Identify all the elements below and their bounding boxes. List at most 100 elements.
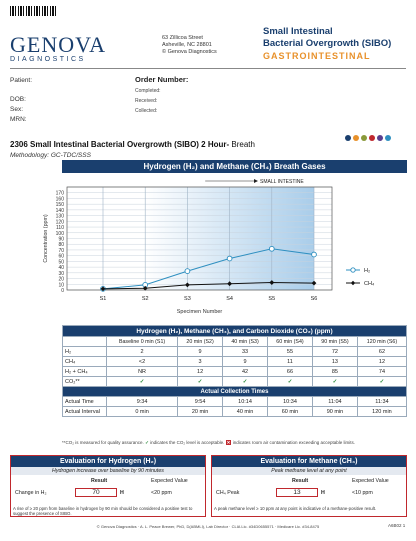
table-row: Actual Time 9:34 9:54 10:14 10:34 11:04 … xyxy=(62,396,408,407)
col-header: 20 min (S2) xyxy=(177,336,224,347)
y-tick-label: 0 xyxy=(61,288,64,294)
y-tick-label: 170 xyxy=(56,191,65,197)
table-row: H₂ + CH₄ NR 12 42 66 85 74 xyxy=(62,366,408,377)
table-cell: <2 xyxy=(105,356,179,367)
legend-label: H₂ xyxy=(364,268,370,274)
table-row: Actual Interval 0 min 20 min 40 min 60 m… xyxy=(62,406,408,417)
col-header: 90 min (S5) xyxy=(311,336,358,347)
check-icon: ✓ xyxy=(267,376,313,387)
breath-gas-chart: 0102030405060708090100110120130140150160… xyxy=(43,179,375,315)
address-line: Asheville, NC 28801 xyxy=(162,42,212,48)
dob-label: DOB: xyxy=(10,96,26,103)
legend-marker xyxy=(350,280,356,286)
table-cell: 33 xyxy=(222,346,269,357)
legend-label: CH₄ xyxy=(364,281,375,287)
data-point xyxy=(184,268,191,274)
patient-label: Patient: xyxy=(10,77,33,84)
h2-expected-value: <20 ppm xyxy=(151,490,172,496)
received-label: Received: xyxy=(135,98,158,104)
eval-hydrogen-title: Evaluation for Hydrogen (H₂) xyxy=(11,456,205,467)
data-point xyxy=(311,251,317,258)
x-tick-label: S6 xyxy=(311,296,318,302)
row-label: H₂ + CH₄ xyxy=(62,366,107,377)
table-cell: 9 xyxy=(222,356,269,367)
table-cell: 62 xyxy=(356,346,408,357)
y-tick-label: 160 xyxy=(56,196,65,202)
row-label: CO₂** xyxy=(62,376,107,387)
table-cell: 90 min xyxy=(311,406,358,417)
chart-header: Hydrogen (H₂) and Methane (CH₄) Breath G… xyxy=(62,160,407,173)
test-title-line2: Bacterial Overgrowth (SIBO) xyxy=(263,38,392,49)
table-cell: 55 xyxy=(267,346,313,357)
gas-results-table: Hydrogen (H₂), Methane (CH₄), and Carbon… xyxy=(62,325,408,417)
table-cell: 9:54 xyxy=(177,396,224,407)
data-point xyxy=(311,280,317,286)
brand-dot xyxy=(353,135,359,141)
check-icon: ✓ xyxy=(145,440,149,445)
gas-table-title: Hydrogen (H₂), Methane (CH₄), and Carbon… xyxy=(62,325,407,337)
col-header: Baseline 0 min (S1) xyxy=(105,336,179,347)
y-axis-label: Concentration (ppm) xyxy=(43,214,49,263)
footnote-acceptable: indicates the CO₂ level is acceptable. xyxy=(150,440,225,445)
table-cell: 10:14 xyxy=(222,396,269,407)
plot-frame xyxy=(66,186,333,291)
collected-label: Collected: xyxy=(135,108,158,114)
y-tick-label: 80 xyxy=(58,242,64,248)
y-tick-label: 30 xyxy=(58,271,64,277)
report-title-specimen: Breath xyxy=(229,140,255,149)
logo-subtitle: DIAGNOSTICS xyxy=(10,56,86,63)
data-point xyxy=(227,281,232,287)
y-tick-label: 70 xyxy=(58,248,64,254)
table-cell: 2 xyxy=(105,346,179,357)
table-cell: 11:34 xyxy=(356,396,408,407)
table-row: CH₄ <2 3 9 11 13 12 xyxy=(62,356,408,367)
eval-methane-subtitle: Peak methane level at any point xyxy=(212,467,406,475)
expected-header: Expected Value xyxy=(151,478,188,484)
eval-hydrogen-box: Evaluation for Hydrogen (H₂) Hydrogen in… xyxy=(10,455,206,517)
row-label: H₂ xyxy=(62,346,107,357)
barcode xyxy=(10,6,58,16)
table-footnote: **CO₂ is measured for quality assurance.… xyxy=(62,440,407,446)
row-label: Actual Time xyxy=(62,396,107,407)
check-icon: ✓ xyxy=(356,376,408,387)
expected-header: Expected Value xyxy=(352,478,389,484)
page-code: A6B02 1 xyxy=(388,523,406,528)
brand-dot xyxy=(369,135,375,141)
h2-flag: H xyxy=(120,490,124,496)
table-row: H₂ 2 9 33 55 72 62 xyxy=(62,346,408,357)
footnote-co2: **CO₂ is measured for quality assurance. xyxy=(62,440,144,445)
corner-cell xyxy=(62,336,107,347)
eval-hydrogen-subtitle: Hydrogen increase over baseline by 90 mi… xyxy=(11,467,205,475)
h2-result-box: 70 xyxy=(75,488,117,497)
table-cell: 0 min xyxy=(105,406,179,417)
table-row: CO₂** ✓ ✓ ✓ ✓ ✓ ✓ xyxy=(62,376,408,387)
brand-dot xyxy=(385,135,391,141)
table-cell: 9:34 xyxy=(105,396,179,407)
collection-times-header: Actual Collection Times xyxy=(62,386,407,397)
address-line: 63 Zillicoa Street xyxy=(162,35,203,41)
ch4-result-value: 13 xyxy=(293,489,301,496)
methodology: Methodology: GC-TDC/SSS xyxy=(10,152,91,159)
table-cell: 74 xyxy=(356,366,408,377)
x-axis-label: Specimen Number xyxy=(177,309,223,315)
x-tick-label: S1 xyxy=(100,296,107,302)
footnote-contamination: indicates room air contamination exceedi… xyxy=(232,440,356,445)
eval-methane-box: Evaluation for Methane (CH₄) Peak methan… xyxy=(211,455,407,517)
table-cell: 3 xyxy=(177,356,224,367)
data-point xyxy=(268,245,275,252)
data-point xyxy=(226,255,233,262)
table-cell: 72 xyxy=(311,346,358,357)
test-title-line1: Small Intestinal xyxy=(263,26,333,37)
logo-wordmark: GENOVA xyxy=(10,32,107,57)
y-tick-label: 120 xyxy=(56,219,65,225)
test-category: GASTROINTESTINAL xyxy=(263,51,371,61)
table-cell: 11 xyxy=(267,356,313,367)
table-cell: 42 xyxy=(222,366,269,377)
check-icon: ✓ xyxy=(311,376,358,387)
page-footer: © Genova Diagnostics · A. L. Peace Brewe… xyxy=(96,524,320,529)
brand-dot xyxy=(377,135,383,141)
x-tick-label: S2 xyxy=(142,296,149,302)
y-tick-label: 20 xyxy=(58,277,64,283)
series-line xyxy=(102,282,315,290)
y-tick-label: 140 xyxy=(56,208,65,214)
